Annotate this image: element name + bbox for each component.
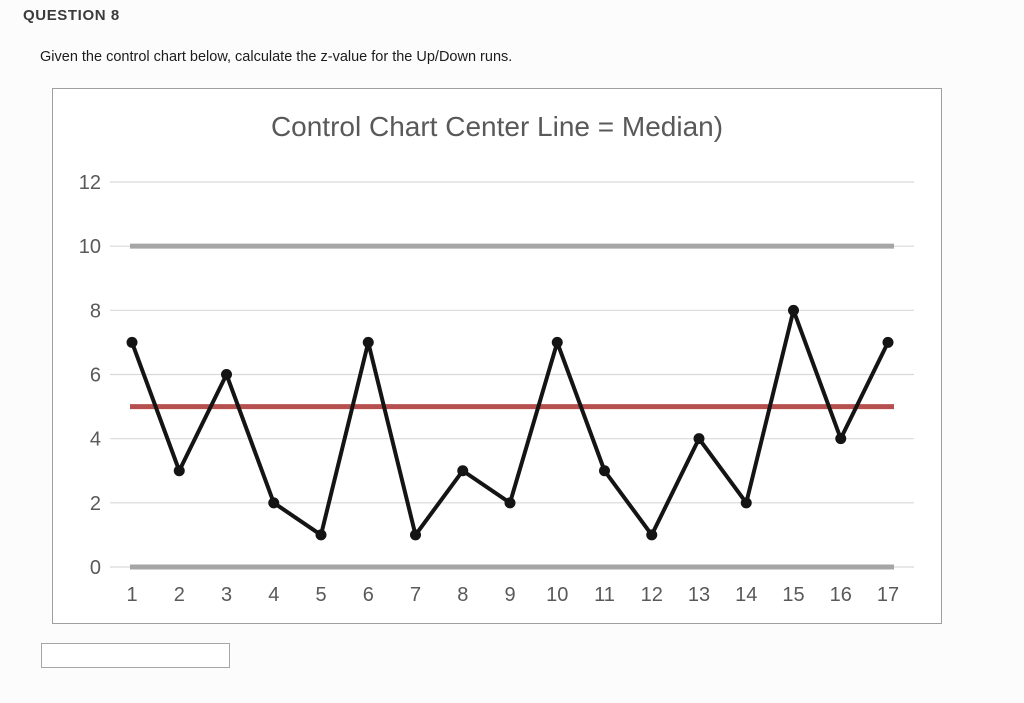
svg-text:6: 6: [363, 584, 374, 606]
svg-text:3: 3: [221, 584, 232, 606]
svg-text:10: 10: [79, 236, 101, 258]
svg-text:17: 17: [877, 584, 899, 606]
control-chart: 0 2 4 6 8 10 12 1 2 3 4 5 6 7 8 9 10 11 12 13 14 15 16 17 Contr…: [52, 88, 942, 624]
svg-text:15: 15: [782, 584, 804, 606]
question-heading: QUESTION 8: [23, 7, 120, 24]
svg-text:12: 12: [79, 172, 101, 194]
svg-text:14: 14: [735, 584, 757, 606]
svg-text:6: 6: [90, 365, 101, 387]
svg-text:12: 12: [641, 584, 663, 606]
answer-input[interactable]: [41, 643, 230, 668]
svg-text:13: 13: [688, 584, 710, 606]
svg-text:11: 11: [594, 584, 615, 606]
svg-text:7: 7: [410, 584, 421, 606]
svg-text:9: 9: [504, 584, 515, 606]
svg-text:4: 4: [268, 584, 279, 606]
svg-text:2: 2: [90, 493, 101, 515]
svg-text:0: 0: [90, 557, 101, 579]
svg-text:10: 10: [546, 584, 568, 606]
svg-text:8: 8: [457, 584, 468, 606]
svg-text:4: 4: [90, 429, 101, 451]
svg-text:2: 2: [174, 584, 185, 606]
chart-title: Control Chart Center Line = Median): [270, 111, 724, 142]
svg-text:5: 5: [315, 584, 326, 606]
svg-text:8: 8: [90, 300, 101, 322]
question-prompt: Given the control chart below, calculate…: [40, 49, 513, 65]
svg-text:1: 1: [126, 584, 137, 606]
svg-text:16: 16: [830, 584, 852, 606]
